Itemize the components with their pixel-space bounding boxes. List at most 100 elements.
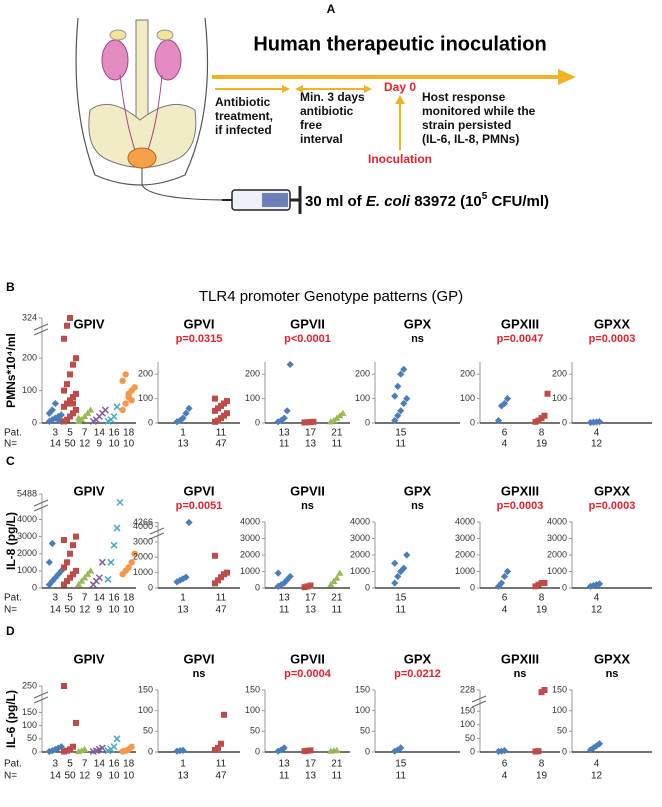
chart-title: GPVII bbox=[290, 316, 325, 331]
category-label: 8 bbox=[539, 759, 545, 770]
data-point bbox=[64, 559, 70, 566]
n-value: 19 bbox=[536, 605, 548, 616]
data-point bbox=[274, 747, 282, 755]
y-tick-label: 100 bbox=[245, 393, 260, 403]
category-label: 5 bbox=[67, 759, 73, 770]
data-point bbox=[280, 744, 288, 752]
panel-label: C bbox=[6, 454, 15, 468]
data-point bbox=[586, 746, 595, 754]
y-tick-label: 4000 bbox=[17, 514, 37, 524]
category-label: 7 bbox=[82, 428, 88, 439]
chart-subtitle: ns bbox=[514, 668, 527, 680]
data-point bbox=[185, 404, 193, 412]
n-value: 12 bbox=[591, 771, 603, 782]
chart-subtitle: ns bbox=[193, 668, 206, 680]
stage-text: antibiotic bbox=[300, 104, 354, 118]
n-value: 11 bbox=[396, 605, 407, 616]
y-tick-label: 3000 bbox=[350, 533, 370, 543]
data-point bbox=[327, 581, 335, 588]
axis-break bbox=[471, 695, 487, 708]
data-point bbox=[48, 539, 56, 548]
data-point bbox=[81, 745, 89, 752]
data-point bbox=[394, 382, 402, 390]
chart-title: GPVI bbox=[183, 483, 214, 498]
data-point bbox=[283, 576, 291, 584]
n-label: N= bbox=[4, 605, 17, 616]
y-tick-label: 0 bbox=[255, 746, 260, 756]
data-point bbox=[119, 406, 126, 414]
data-point bbox=[70, 743, 76, 750]
data-point bbox=[61, 683, 67, 689]
data-point bbox=[70, 361, 76, 368]
stage-text: (IL-6, IL-8, PMNs) bbox=[422, 132, 519, 146]
data-point bbox=[403, 395, 411, 403]
data-point bbox=[212, 580, 218, 587]
n-value: 11 bbox=[279, 439, 290, 450]
n-value: 4 bbox=[502, 439, 508, 450]
y-tick-label: 50 bbox=[27, 733, 37, 743]
data-point bbox=[274, 582, 282, 590]
category-label: 3 bbox=[53, 593, 59, 604]
n-value: 11 bbox=[332, 439, 343, 450]
data-point bbox=[339, 409, 347, 416]
data-point bbox=[73, 390, 79, 397]
data-point bbox=[75, 417, 83, 424]
data-point bbox=[64, 322, 70, 329]
data-point bbox=[224, 398, 230, 405]
data-point bbox=[179, 575, 187, 583]
y-tick-label: 3000 bbox=[547, 533, 567, 543]
data-point bbox=[64, 381, 70, 388]
data-point bbox=[51, 399, 59, 408]
data-point bbox=[179, 414, 187, 422]
n-value: 11 bbox=[279, 771, 290, 782]
y-tick-label: 150 bbox=[460, 706, 475, 716]
y-tick-label: 50 bbox=[465, 733, 475, 743]
data-point bbox=[541, 687, 548, 693]
n-value: 13 bbox=[177, 605, 189, 616]
pat-label: Pat. bbox=[4, 759, 22, 770]
data-point bbox=[73, 355, 79, 362]
axis-break bbox=[33, 323, 49, 336]
chart-title: GPXX bbox=[594, 316, 630, 331]
y-tick-label: 0 bbox=[470, 417, 475, 427]
inoculation-label: Inoculation bbox=[368, 152, 432, 166]
data-point bbox=[391, 579, 399, 587]
data-point bbox=[98, 558, 106, 566]
panel-label: D bbox=[6, 624, 15, 638]
chart-title: GPXIII bbox=[501, 316, 539, 331]
data-point bbox=[280, 414, 288, 422]
data-point bbox=[122, 400, 129, 407]
y-tick-label: 150 bbox=[552, 684, 567, 694]
data-point bbox=[494, 416, 503, 425]
n-value: 13 bbox=[305, 605, 317, 616]
data-point bbox=[67, 397, 73, 404]
data-point bbox=[64, 400, 70, 407]
data-point bbox=[212, 395, 218, 402]
data-point bbox=[592, 581, 601, 589]
data-point bbox=[500, 572, 509, 581]
axis-break bbox=[33, 499, 49, 512]
category-label: 11 bbox=[216, 759, 227, 770]
n-value: 13 bbox=[177, 439, 189, 450]
data-point bbox=[333, 574, 341, 581]
n-value: 9 bbox=[97, 439, 103, 450]
y-tick-label: 0 bbox=[365, 582, 370, 592]
category-label: 8 bbox=[539, 593, 545, 604]
n-value: 4 bbox=[502, 605, 508, 616]
n-value: 47 bbox=[215, 605, 227, 616]
data-point bbox=[173, 578, 181, 586]
chart-subtitle: p=0.0051 bbox=[176, 500, 223, 512]
data-point bbox=[503, 395, 512, 403]
data-point bbox=[87, 406, 95, 413]
data-point bbox=[51, 745, 59, 753]
y-tick-label: 200 bbox=[355, 369, 370, 379]
data-point bbox=[179, 746, 187, 754]
y-axis-label: IL-8 (pg/L) bbox=[4, 512, 18, 570]
n-label: N= bbox=[4, 439, 17, 450]
data-point bbox=[81, 412, 89, 420]
chart-subtitle: p=0.0047 bbox=[497, 333, 544, 345]
y-tick-label: 2000 bbox=[455, 549, 475, 559]
data-point bbox=[54, 416, 62, 424]
data-point bbox=[113, 735, 121, 743]
data-point bbox=[57, 743, 65, 751]
